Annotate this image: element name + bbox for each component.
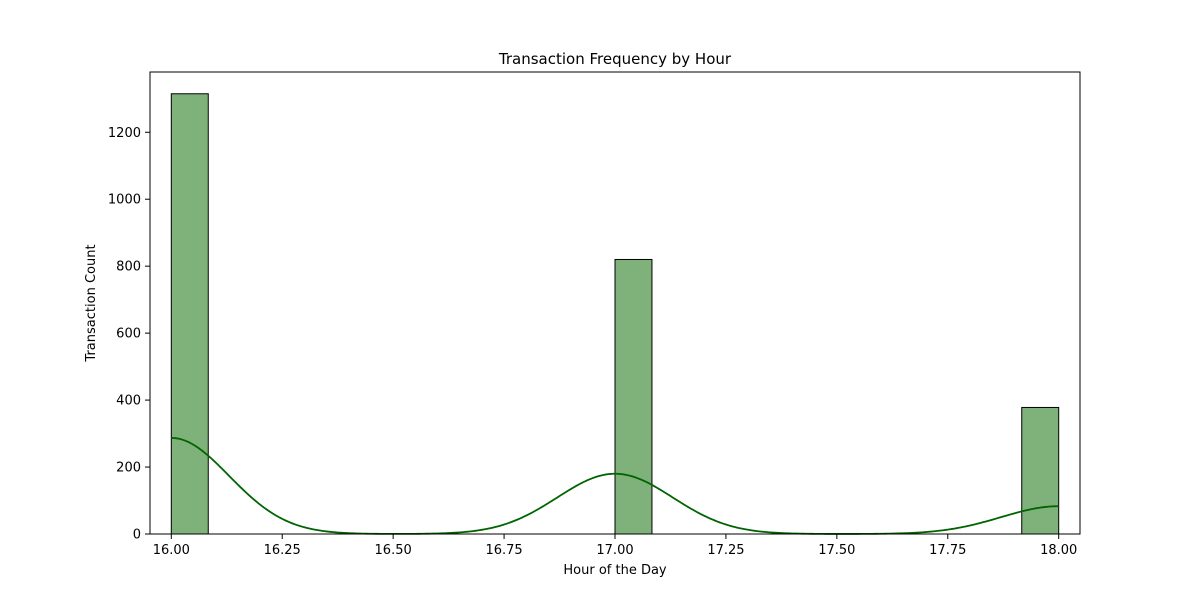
x-tick-label-0: 16.00: [153, 543, 190, 558]
y-axis-ticks: 0 200 400 600 800 1000 1200: [108, 126, 150, 543]
x-tick-label-5: 17.25: [707, 543, 744, 558]
y-tick-label-6: 1200: [108, 126, 141, 141]
y-tick-label-0: 0: [133, 528, 141, 543]
histogram-bar-2: [1021, 406, 1060, 535]
x-tick-label-3: 16.75: [485, 543, 522, 558]
x-tick-label-1: 16.25: [264, 543, 301, 558]
x-axis-label: Hour of the Day: [563, 563, 667, 578]
x-tick-label-2: 16.50: [375, 543, 412, 558]
x-axis-ticks: 16.00 16.25 16.50 16.75 17.00 17.25 17.50 17.75…: [153, 534, 1077, 558]
y-tick-label-5: 1000: [108, 193, 141, 208]
x-tick-label-4: 17.00: [596, 543, 633, 558]
y-tick-label-2: 400: [116, 394, 141, 409]
kde-line: [171, 437, 1059, 535]
x-tick-label-6: 17.50: [818, 543, 855, 558]
y-axis-label: Transaction Count: [84, 244, 99, 362]
chart-title: Transaction Frequency by Hour: [498, 50, 732, 68]
x-tick-label-7: 17.75: [929, 543, 966, 558]
x-tick-label-8: 18.00: [1040, 543, 1077, 558]
bars-group: [170, 93, 1060, 535]
kde-group: [171, 437, 1059, 535]
y-tick-label-1: 200: [116, 461, 141, 476]
histogram-bar-0: [170, 93, 209, 535]
y-tick-label-3: 600: [116, 327, 141, 342]
y-tick-label-4: 800: [116, 260, 141, 275]
histogram-bar-1: [614, 258, 653, 535]
